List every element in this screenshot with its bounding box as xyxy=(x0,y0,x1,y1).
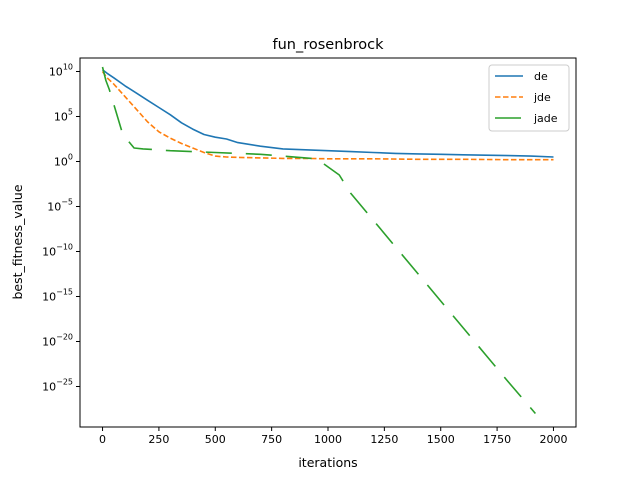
series-line-jde xyxy=(101,71,554,161)
x-axis-label: iterations xyxy=(298,455,357,470)
y-tick-base: 10 xyxy=(42,246,56,259)
series-line-jade xyxy=(101,66,537,415)
y-tick-label: 10−5 xyxy=(47,198,73,214)
y-tick-exponent: −10 xyxy=(56,243,73,252)
y-tick-exponent: 5 xyxy=(68,108,73,117)
x-tick-label: 750 xyxy=(261,433,282,446)
x-tick-label: 1000 xyxy=(314,433,342,446)
x-tick-label: 1750 xyxy=(483,433,511,446)
y-tick-base: 10 xyxy=(49,66,63,79)
y-tick-base: 10 xyxy=(42,336,56,349)
x-tick-label: 2000 xyxy=(539,433,567,446)
y-axis-label: best_fitness_value xyxy=(10,184,25,299)
y-tick-base: 10 xyxy=(47,201,61,214)
chart-title: fun_rosenbrock xyxy=(272,37,384,53)
x-tick-label: 1500 xyxy=(427,433,455,446)
x-tick-label: 1250 xyxy=(370,433,398,446)
legend-label-jde: jde xyxy=(533,91,551,104)
y-tick-exponent: −25 xyxy=(56,378,73,387)
y-tick-base: 10 xyxy=(54,111,68,124)
y-tick-base: 10 xyxy=(42,381,56,394)
series-lines xyxy=(101,66,554,415)
y-tick-label: 10−25 xyxy=(42,378,73,394)
y-tick-base: 10 xyxy=(42,291,56,304)
x-tick-label: 0 xyxy=(99,433,106,446)
x-tick-label: 250 xyxy=(148,433,169,446)
legend-box xyxy=(488,64,570,132)
y-tick-label: 100 xyxy=(54,153,73,169)
y-tick-exponent: 10 xyxy=(63,63,73,72)
y-tick-label: 1010 xyxy=(49,63,73,79)
y-tick-label: 10−20 xyxy=(42,333,73,349)
y-tick-exponent: −15 xyxy=(56,288,73,297)
y-tick-base: 10 xyxy=(54,156,68,169)
y-tick-exponent: 0 xyxy=(68,153,73,162)
y-tick-exponent: −20 xyxy=(56,333,73,342)
legend: de jde jade xyxy=(488,64,570,132)
y-tick-label: 10−10 xyxy=(42,243,73,259)
series-line-de xyxy=(102,69,554,158)
y-tick-label: 10−15 xyxy=(42,288,73,304)
legend-label-jade: jade xyxy=(533,112,558,125)
x-tick-label: 500 xyxy=(205,433,226,446)
x-axis: 0 250 500 750 1000 1250 1500 1750 2000 xyxy=(99,427,567,446)
y-tick-label: 105 xyxy=(54,108,73,124)
legend-label-de: de xyxy=(534,70,548,83)
y-tick-exponent: −5 xyxy=(61,198,73,207)
